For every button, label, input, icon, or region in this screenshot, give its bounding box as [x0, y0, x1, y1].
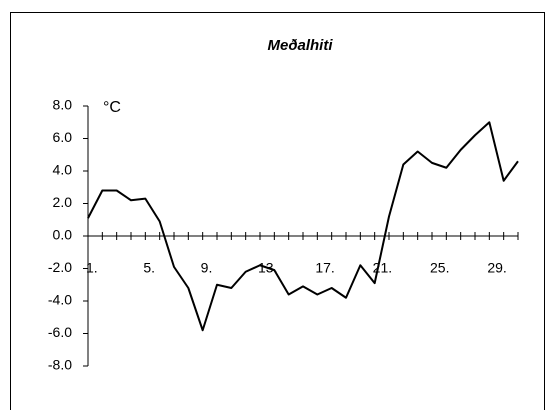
x-tick-label: 5. [143, 260, 155, 276]
y-tick-label: 6.0 [53, 129, 73, 145]
y-tick-label: 4.0 [53, 162, 73, 178]
x-tick-label: 29. [487, 260, 506, 276]
y-unit: °C [103, 99, 121, 116]
x-tick-label: 9. [201, 260, 213, 276]
y-tick-label: 2.0 [53, 194, 73, 210]
y-tick-label: 0.0 [53, 227, 73, 243]
chart-title: Meðalhiti [267, 37, 333, 54]
chart-frame [10, 12, 545, 410]
y-tick-label: -8.0 [48, 357, 72, 373]
x-tick-label: 25. [430, 260, 449, 276]
y-tick-label: -6.0 [48, 324, 72, 340]
line-series [87, 121, 519, 332]
y-tick-label: -4.0 [48, 292, 72, 308]
y-tick-label: -2.0 [48, 259, 72, 275]
x-tick-label: 1. [86, 260, 98, 276]
x-tick-label: 17. [315, 260, 334, 276]
x-tick-label: 21. [373, 260, 392, 276]
y-tick-label: 8.0 [53, 97, 73, 113]
